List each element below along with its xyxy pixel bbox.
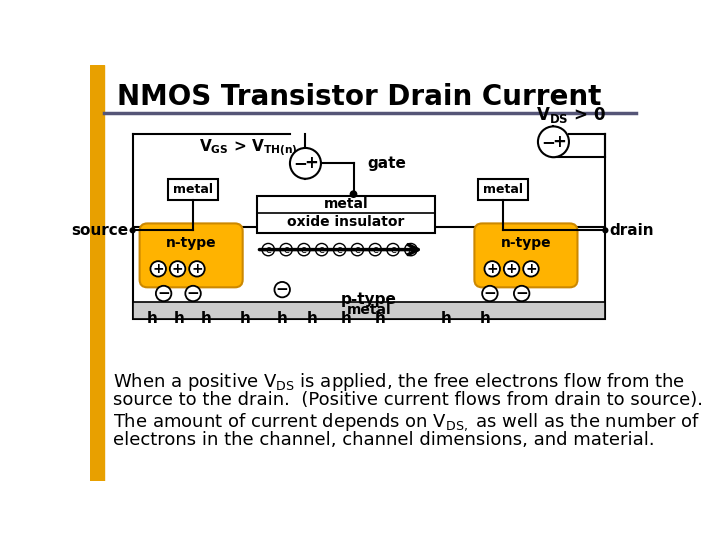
- Text: −: −: [186, 286, 199, 301]
- Text: The amount of current depends on V$_{\mathregular{DS,}}$ as well as the number o: The amount of current depends on V$_{\ma…: [113, 411, 701, 433]
- Text: −: −: [293, 154, 307, 172]
- Text: e: e: [390, 245, 396, 254]
- Circle shape: [290, 148, 321, 179]
- Circle shape: [280, 244, 292, 256]
- Text: source to the drain.  (Positive current flows from drain to source).: source to the drain. (Positive current f…: [113, 392, 703, 409]
- Text: h: h: [174, 312, 184, 326]
- Text: e: e: [319, 245, 325, 254]
- Bar: [90, 65, 104, 481]
- Circle shape: [482, 286, 498, 301]
- Circle shape: [405, 244, 417, 256]
- Circle shape: [297, 244, 310, 256]
- Text: −: −: [276, 282, 289, 297]
- Circle shape: [504, 261, 519, 276]
- Text: gate: gate: [367, 156, 406, 171]
- Bar: [132, 226, 606, 319]
- Text: metal: metal: [173, 183, 212, 196]
- Text: electrons in the channel, channel dimensions, and material.: electrons in the channel, channel dimens…: [113, 431, 655, 449]
- Text: V$_{\mathregular{DS}}$ > 0: V$_{\mathregular{DS}}$ > 0: [536, 105, 606, 125]
- Circle shape: [315, 244, 328, 256]
- Circle shape: [262, 244, 274, 256]
- Bar: [168, 179, 218, 200]
- Text: When a positive V$_{\mathregular{DS}}$ is applied, the free electrons flow from : When a positive V$_{\mathregular{DS}}$ i…: [113, 372, 685, 393]
- Circle shape: [333, 244, 346, 256]
- Circle shape: [156, 286, 171, 301]
- Text: −: −: [516, 286, 528, 301]
- Text: +: +: [153, 262, 164, 276]
- Text: +: +: [304, 154, 318, 172]
- FancyBboxPatch shape: [140, 224, 243, 287]
- Circle shape: [130, 227, 136, 233]
- Text: +: +: [525, 262, 537, 276]
- Text: drain: drain: [609, 223, 654, 238]
- Bar: [132, 302, 606, 319]
- Text: p-type: p-type: [341, 292, 397, 307]
- Text: +: +: [191, 262, 203, 276]
- Text: h: h: [201, 312, 212, 326]
- Circle shape: [602, 227, 608, 233]
- Text: e: e: [265, 245, 271, 254]
- Text: V$_{\mathregular{GS}}$ > V$_{\mathregular{TH(n)}}$: V$_{\mathregular{GS}}$ > V$_{\mathregula…: [199, 137, 298, 159]
- Text: metal: metal: [323, 197, 368, 211]
- Text: oxide insulator: oxide insulator: [287, 215, 405, 229]
- Text: n-type: n-type: [166, 237, 217, 251]
- Circle shape: [538, 126, 569, 157]
- Circle shape: [369, 244, 382, 256]
- Circle shape: [350, 190, 357, 198]
- Text: +: +: [172, 262, 184, 276]
- Text: e: e: [408, 245, 414, 254]
- Circle shape: [189, 261, 204, 276]
- Circle shape: [485, 261, 500, 276]
- Text: e: e: [354, 245, 361, 254]
- Text: e: e: [372, 245, 378, 254]
- Text: e: e: [336, 245, 343, 254]
- Text: e: e: [301, 245, 307, 254]
- Text: +: +: [552, 133, 566, 151]
- Text: h: h: [147, 312, 158, 326]
- Text: h: h: [276, 312, 287, 326]
- Circle shape: [523, 261, 539, 276]
- Text: metal: metal: [482, 183, 523, 196]
- Text: h: h: [307, 312, 318, 326]
- FancyBboxPatch shape: [474, 224, 577, 287]
- Text: e: e: [283, 245, 289, 254]
- Circle shape: [351, 244, 364, 256]
- Circle shape: [274, 282, 290, 298]
- Text: +: +: [505, 262, 518, 276]
- Circle shape: [514, 286, 529, 301]
- Text: +: +: [487, 262, 498, 276]
- Circle shape: [170, 261, 185, 276]
- Text: h: h: [240, 312, 251, 326]
- Text: n-type: n-type: [500, 237, 552, 251]
- Text: h: h: [441, 312, 452, 326]
- Text: source: source: [71, 223, 129, 238]
- Text: −: −: [484, 286, 496, 301]
- Text: NMOS Transistor Drain Current: NMOS Transistor Drain Current: [117, 83, 601, 111]
- Bar: [477, 179, 528, 200]
- Text: −: −: [541, 133, 555, 151]
- Circle shape: [185, 286, 201, 301]
- Text: metal: metal: [347, 303, 391, 318]
- Text: h: h: [375, 312, 386, 326]
- Circle shape: [387, 244, 399, 256]
- Circle shape: [150, 261, 166, 276]
- Text: h: h: [480, 312, 491, 326]
- Text: h: h: [341, 312, 351, 326]
- Text: −: −: [157, 286, 170, 301]
- Bar: [256, 195, 435, 233]
